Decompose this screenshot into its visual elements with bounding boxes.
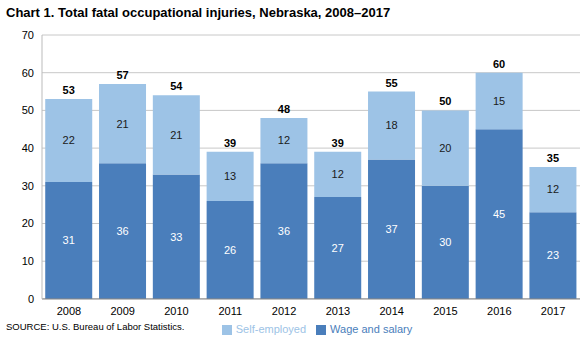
svg-text:2012: 2012 [272, 305, 296, 317]
svg-text:2010: 2010 [164, 305, 188, 317]
svg-text:0: 0 [28, 293, 34, 305]
svg-text:50: 50 [439, 95, 451, 107]
svg-text:20: 20 [439, 142, 451, 154]
svg-text:2015: 2015 [433, 305, 457, 317]
svg-text:50: 50 [22, 104, 34, 116]
svg-text:40: 40 [22, 142, 34, 154]
svg-text:70: 70 [22, 29, 34, 41]
svg-text:22: 22 [63, 134, 75, 146]
svg-text:2008: 2008 [57, 305, 81, 317]
svg-text:10: 10 [22, 255, 34, 267]
html-text:Chart 1. Total fatal occupatio: Chart 1. Total fatal occupational injuri… [6, 5, 391, 20]
svg-text:21: 21 [116, 118, 128, 130]
svg-text:15: 15 [493, 95, 505, 107]
svg-text:55: 55 [385, 77, 397, 89]
svg-text:2013: 2013 [326, 305, 350, 317]
html-text:Wage and salary: Wage and salary [330, 322, 413, 335]
svg-text:12: 12 [332, 168, 344, 180]
svg-text:36: 36 [116, 225, 128, 237]
svg-text:60: 60 [22, 67, 34, 79]
svg-text:2014: 2014 [379, 305, 403, 317]
svg-text:21: 21 [170, 129, 182, 141]
svg-text:57: 57 [116, 69, 128, 81]
svg-text:60: 60 [493, 58, 505, 70]
svg-text:35: 35 [547, 152, 559, 164]
svg-text:18: 18 [385, 119, 397, 131]
svg-text:39: 39 [224, 137, 236, 149]
svg-text:13: 13 [224, 170, 236, 182]
svg-text:12: 12 [547, 183, 559, 195]
svg-text:33: 33 [170, 231, 182, 243]
svg-text:23: 23 [547, 249, 559, 261]
svg-text:45: 45 [493, 208, 505, 220]
svg-text:26: 26 [224, 244, 236, 256]
svg-text:37: 37 [385, 223, 397, 235]
svg-text:30: 30 [439, 236, 451, 248]
svg-text:39: 39 [332, 137, 344, 149]
svg-text:20: 20 [22, 217, 34, 229]
html-text:Self-employed: Self-employed [235, 322, 307, 335]
html-text:SOURCE: U.S. Bureau of Labor S: SOURCE: U.S. Bureau of Labor Statistics. [6, 321, 185, 332]
svg-text:2009: 2009 [110, 305, 134, 317]
svg-text:31: 31 [63, 234, 75, 246]
svg-text:36: 36 [278, 225, 290, 237]
svg-text:53: 53 [63, 84, 75, 96]
svg-text:2016: 2016 [487, 305, 511, 317]
svg-text:54: 54 [170, 80, 183, 92]
svg-text:2011: 2011 [218, 305, 242, 317]
svg-text:48: 48 [278, 103, 290, 115]
svg-text:12: 12 [278, 134, 290, 146]
svg-text:27: 27 [332, 242, 344, 254]
svg-text:2017: 2017 [541, 305, 565, 317]
svg-text:30: 30 [22, 180, 34, 192]
